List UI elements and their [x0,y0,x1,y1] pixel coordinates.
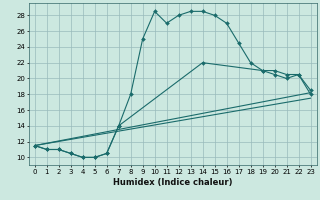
X-axis label: Humidex (Indice chaleur): Humidex (Indice chaleur) [113,178,232,187]
